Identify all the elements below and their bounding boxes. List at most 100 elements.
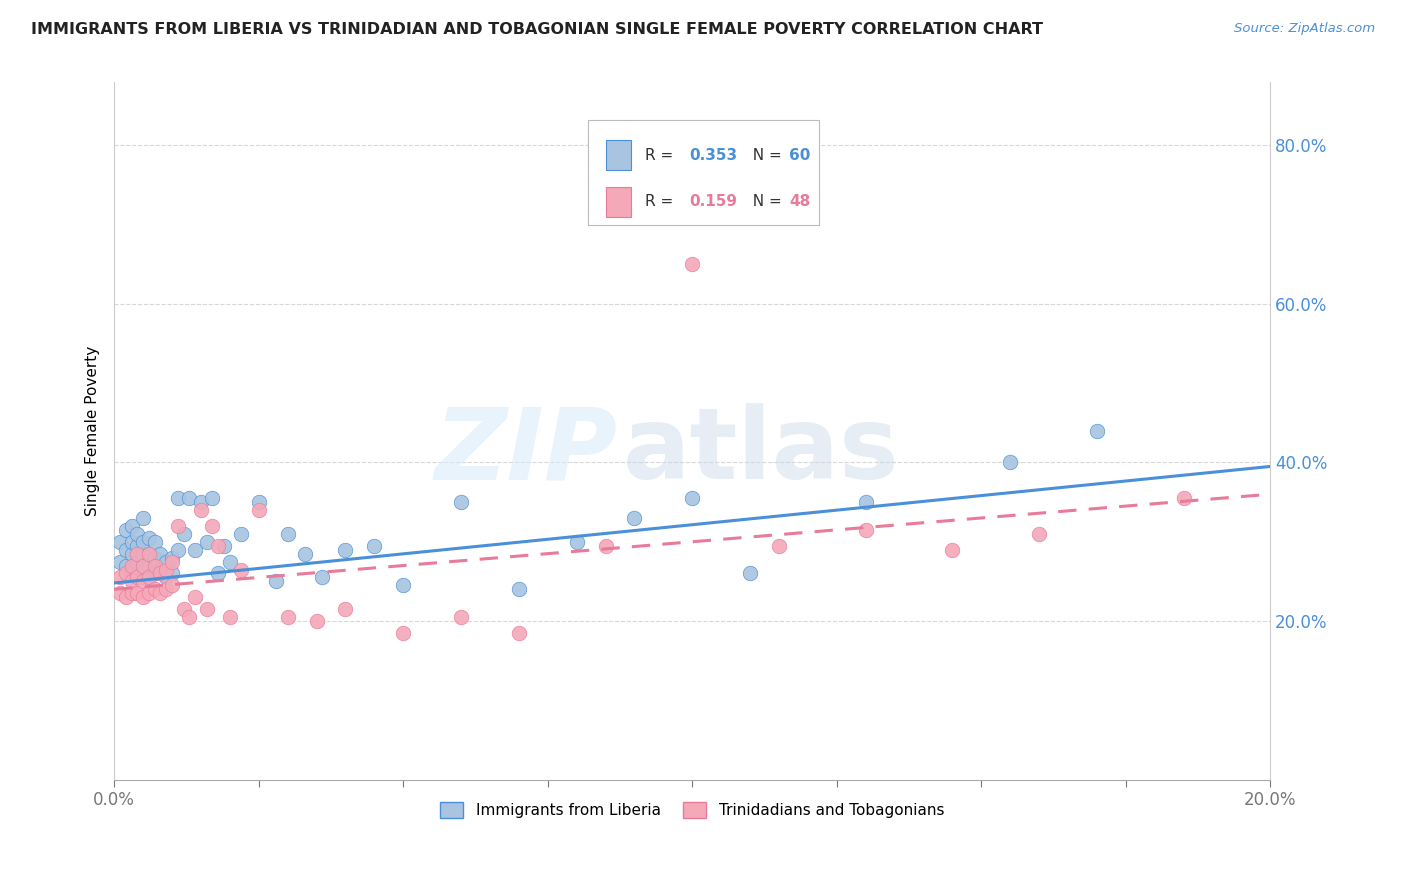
Text: 0.353: 0.353	[689, 147, 737, 162]
Point	[160, 578, 183, 592]
Point	[108, 586, 131, 600]
Point	[392, 626, 415, 640]
Point	[155, 582, 177, 597]
Point	[508, 582, 530, 597]
Point	[160, 555, 183, 569]
Point	[231, 526, 253, 541]
Point	[138, 570, 160, 584]
Point	[855, 495, 877, 509]
Point	[363, 539, 385, 553]
Point	[114, 542, 136, 557]
Point	[143, 582, 166, 597]
Point	[143, 566, 166, 581]
Point	[335, 602, 357, 616]
Point	[138, 547, 160, 561]
Point	[247, 503, 270, 517]
Point	[184, 591, 207, 605]
Point	[138, 570, 160, 584]
Text: 60: 60	[789, 147, 811, 162]
Point	[1173, 491, 1195, 505]
Point	[127, 547, 149, 561]
Y-axis label: Single Female Poverty: Single Female Poverty	[86, 345, 100, 516]
Point	[207, 539, 229, 553]
Point	[114, 566, 136, 581]
FancyBboxPatch shape	[606, 186, 631, 218]
Point	[450, 495, 472, 509]
Point	[264, 574, 287, 589]
Point	[311, 570, 333, 584]
Point	[392, 578, 415, 592]
Point	[121, 558, 143, 573]
Point	[1085, 424, 1108, 438]
Point	[201, 519, 224, 533]
Legend: Immigrants from Liberia, Trinidadians and Tobagonians: Immigrants from Liberia, Trinidadians an…	[434, 796, 950, 824]
Point	[738, 566, 761, 581]
Point	[179, 610, 201, 624]
Point	[132, 534, 155, 549]
Text: N =: N =	[744, 194, 787, 210]
Point	[143, 558, 166, 573]
Text: R =: R =	[645, 147, 678, 162]
Point	[565, 534, 588, 549]
Point	[195, 534, 218, 549]
Point	[305, 614, 328, 628]
Point	[508, 626, 530, 640]
Text: IMMIGRANTS FROM LIBERIA VS TRINIDADIAN AND TOBAGONIAN SINGLE FEMALE POVERTY CORR: IMMIGRANTS FROM LIBERIA VS TRINIDADIAN A…	[31, 22, 1043, 37]
Point	[132, 547, 155, 561]
Point	[681, 491, 703, 505]
Point	[121, 519, 143, 533]
Point	[155, 562, 177, 576]
Point	[132, 591, 155, 605]
Point	[121, 547, 143, 561]
Point	[127, 555, 149, 569]
Point	[173, 526, 195, 541]
Point	[231, 562, 253, 576]
Point	[121, 562, 143, 576]
Point	[595, 539, 617, 553]
Text: 0.159: 0.159	[689, 194, 737, 210]
Point	[114, 591, 136, 605]
Point	[195, 602, 218, 616]
Text: 48: 48	[789, 194, 811, 210]
Point	[114, 523, 136, 537]
Point	[768, 539, 790, 553]
Point	[941, 542, 963, 557]
Point	[212, 539, 235, 553]
Point	[127, 586, 149, 600]
Point	[1028, 526, 1050, 541]
Text: Source: ZipAtlas.com: Source: ZipAtlas.com	[1234, 22, 1375, 36]
Point	[127, 566, 149, 581]
Point	[108, 555, 131, 569]
Point	[1000, 455, 1022, 469]
Point	[207, 566, 229, 581]
Point	[149, 566, 172, 581]
Point	[138, 586, 160, 600]
Point	[335, 542, 357, 557]
Point	[173, 602, 195, 616]
FancyBboxPatch shape	[588, 120, 820, 225]
Point	[114, 558, 136, 573]
Point	[132, 570, 155, 584]
Point	[218, 555, 240, 569]
Point	[166, 519, 188, 533]
Text: R =: R =	[645, 194, 678, 210]
Point	[132, 511, 155, 525]
Point	[855, 523, 877, 537]
Point	[149, 547, 172, 561]
Point	[160, 550, 183, 565]
Point	[121, 534, 143, 549]
Point	[132, 558, 155, 573]
Point	[184, 542, 207, 557]
FancyBboxPatch shape	[606, 140, 631, 170]
Point	[138, 531, 160, 545]
Text: ZIP: ZIP	[434, 403, 617, 500]
Point	[127, 526, 149, 541]
Point	[190, 495, 212, 509]
Point	[121, 586, 143, 600]
Point	[201, 491, 224, 505]
Text: atlas: atlas	[623, 403, 900, 500]
Point	[127, 539, 149, 553]
Point	[166, 491, 188, 505]
Point	[143, 534, 166, 549]
Point	[127, 570, 149, 584]
